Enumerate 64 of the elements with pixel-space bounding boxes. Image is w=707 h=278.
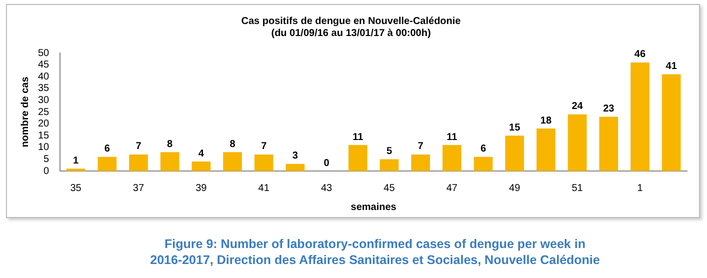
x-tick-label: 47 [446, 182, 458, 194]
bar [474, 156, 493, 171]
x-tick-label: 39 [196, 182, 208, 194]
bar [254, 154, 274, 171]
data-label: 7 [418, 141, 424, 152]
x-tick-label: 49 [509, 182, 521, 194]
data-label: 6 [104, 144, 110, 155]
y-axis-title: nombre de cas [20, 76, 31, 148]
data-label: 23 [603, 103, 615, 114]
bar [411, 154, 430, 171]
data-label: 7 [261, 141, 268, 152]
y-tick-label: 5 [44, 154, 50, 165]
caption: Figure 9: Number of laboratory-confirmed cases of dengue per week in 2016-2017, Direction des Affaires Sanitaires et Sociales, Nouvelle Calédonie [150, 236, 600, 268]
data-label: 24 [572, 101, 584, 112]
data-label: 8 [230, 138, 236, 150]
x-tick-label: 1 [637, 182, 644, 194]
data-label: 7 [136, 141, 142, 152]
data-label: 0 [324, 158, 330, 169]
bar [192, 162, 211, 171]
bar [536, 128, 556, 171]
y-tick-label: 45 [38, 60, 50, 71]
bar [442, 145, 462, 171]
data-label: 11 [446, 132, 458, 143]
y-tick-label: 15 [38, 130, 50, 142]
bar [348, 145, 368, 171]
x-tick-label: 35 [70, 182, 82, 194]
bar [380, 159, 399, 171]
data-label: 41 [666, 60, 678, 72]
x-tick-label: 43 [320, 182, 333, 194]
bar [505, 136, 524, 171]
data-label: 3 [292, 150, 298, 162]
x-tick-label: 51 [572, 182, 584, 194]
data-label: 1 [73, 155, 80, 166]
bar [599, 116, 618, 171]
data-label: 46 [634, 49, 646, 60]
bar [160, 152, 180, 171]
y-tick-label: 10 [38, 142, 50, 154]
data-label: 11 [352, 132, 364, 143]
x-tick-label: 41 [258, 182, 270, 194]
bar [223, 152, 242, 171]
data-label: 8 [167, 138, 174, 150]
y-tick-label: 25 [38, 106, 50, 118]
y-tick-label: 20 [38, 118, 50, 130]
x-axis-title: semaines [350, 202, 397, 213]
bar [98, 156, 117, 171]
chart-subtitle: (du 01/09/16 au 13/01/17 à 00:00h) [271, 28, 431, 39]
bar [662, 74, 681, 171]
chart-title: Cas positifs de dengue en Nouvelle-Calédonie [241, 16, 462, 27]
data-label: 15 [509, 122, 521, 134]
data-label: 4 [198, 148, 204, 160]
data-label: 6 [480, 144, 486, 155]
x-tick-label: 45 [384, 182, 396, 194]
y-tick-label: 0 [44, 166, 50, 177]
bar [286, 164, 305, 171]
y-tick-label: 40 [38, 71, 50, 82]
bar [568, 114, 587, 171]
y-tick-label: 50 [38, 48, 50, 59]
bar [630, 62, 650, 171]
y-tick-label: 35 [38, 83, 50, 94]
y-tick-label: 30 [38, 94, 50, 106]
data-label: 18 [540, 115, 552, 126]
x-tick-label: 37 [132, 182, 144, 194]
data-label: 5 [386, 146, 392, 157]
bar [129, 154, 148, 171]
